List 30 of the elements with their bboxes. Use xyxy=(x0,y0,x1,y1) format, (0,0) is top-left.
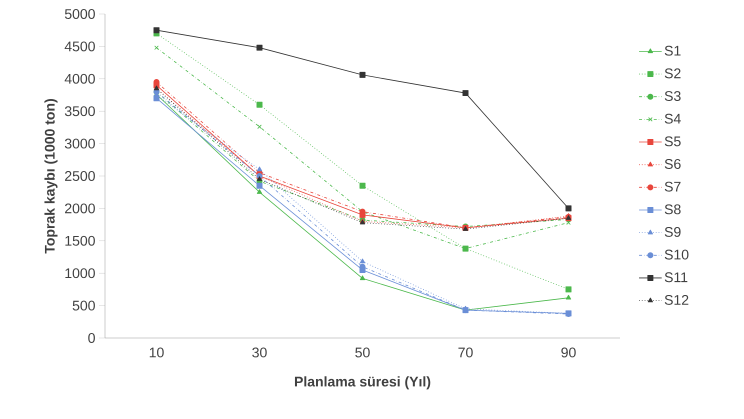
y-tick-label: 4000 xyxy=(64,74,95,84)
y-tick-label: 3500 xyxy=(64,106,95,116)
x-tick-label: 90 xyxy=(561,348,576,358)
y-tick-label: 4500 xyxy=(64,41,95,52)
y-tick-label: 3000 xyxy=(64,138,95,149)
legend-label: S4 xyxy=(664,114,681,124)
legend-label: S5 xyxy=(664,136,681,146)
legend-label: S2 xyxy=(664,68,681,78)
x-tick-label: 50 xyxy=(355,348,370,358)
y-tick-label: 2000 xyxy=(65,203,95,214)
y-axis-title: Toprak kaybı (1000 ton) xyxy=(44,99,58,254)
legend-label: S6 xyxy=(664,159,681,169)
legend-label: S1 xyxy=(664,46,681,56)
legend-label: S11 xyxy=(664,272,688,282)
legend-label: S10 xyxy=(664,250,688,260)
legend-label: S7 xyxy=(664,182,681,192)
y-tick-label: 0 xyxy=(88,333,95,343)
x-tick-label: 30 xyxy=(252,348,267,358)
legend-label: S12 xyxy=(664,294,688,305)
y-tick-label: 2500 xyxy=(65,171,95,181)
legend-label: S3 xyxy=(664,91,681,101)
x-axis-title: Planlama süresi (Yıl) xyxy=(294,376,430,390)
y-tick-label: 5000 xyxy=(64,9,95,19)
y-tick-label: 1000 xyxy=(65,268,95,278)
legend-label: S9 xyxy=(664,227,681,237)
x-tick-label: 10 xyxy=(150,348,164,358)
y-tick-label: 500 xyxy=(72,300,95,311)
y-tick-label: 1500 xyxy=(65,236,95,246)
x-tick-label: 70 xyxy=(458,348,473,358)
legend-label: S8 xyxy=(664,204,681,214)
